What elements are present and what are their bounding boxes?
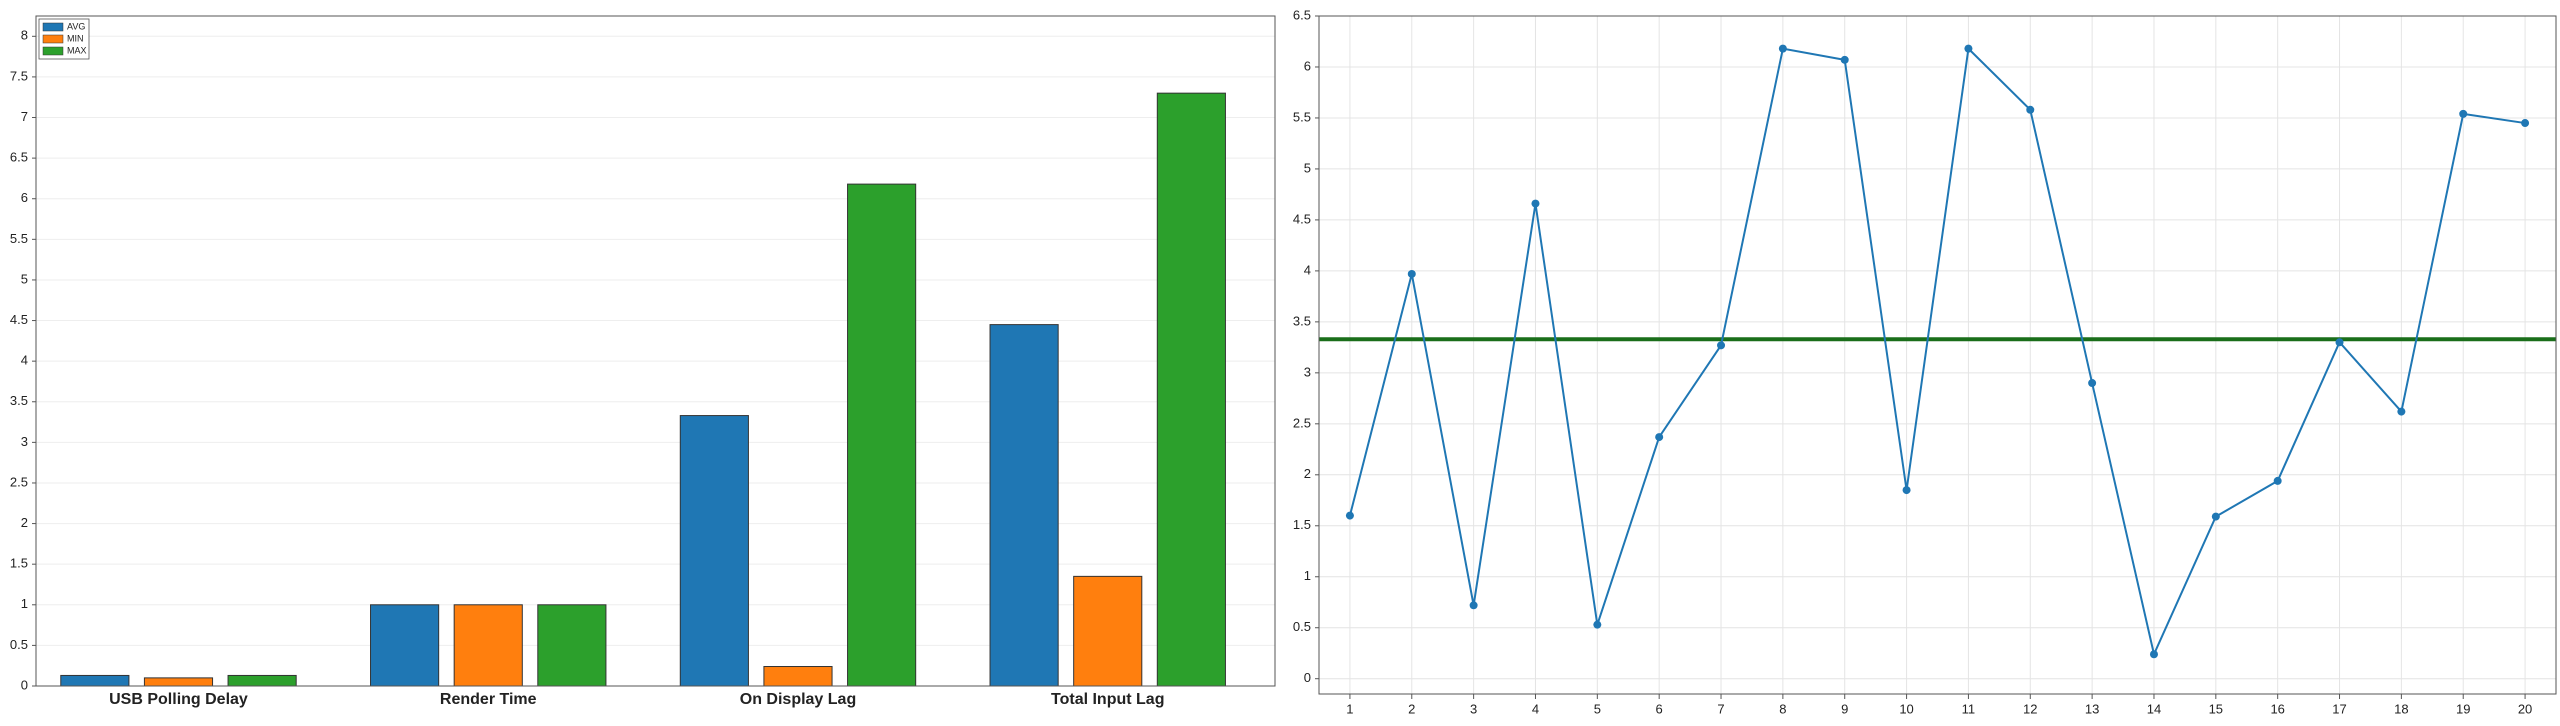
y-tick-label: 3.5 <box>10 393 28 408</box>
x-tick-label: Total Input Lag <box>1051 691 1164 708</box>
y-tick-label: 6.5 <box>10 150 28 165</box>
legend-swatch <box>42 34 64 44</box>
y-tick-label: 0.5 <box>1293 619 1311 634</box>
y-tick-label: 0.5 <box>10 637 28 652</box>
point <box>1840 55 1849 64</box>
y-tick-label: 8 <box>21 28 28 43</box>
y-tick-label: 5 <box>21 271 28 286</box>
point <box>1964 44 1973 53</box>
bar <box>1156 92 1226 687</box>
y-tick-label: 5.5 <box>1293 109 1311 124</box>
point <box>2521 119 2530 128</box>
point <box>2273 476 2282 485</box>
x-tick-label: 4 <box>1532 701 1539 716</box>
bar <box>60 674 130 687</box>
point <box>2026 105 2035 114</box>
y-tick-label: 5 <box>1304 160 1311 175</box>
point <box>1469 601 1478 610</box>
point <box>1593 620 1602 629</box>
y-tick-label: 4 <box>21 353 28 368</box>
x-tick-label: Render Time <box>440 691 537 708</box>
x-tick-label: 7 <box>1717 701 1724 716</box>
point <box>1531 199 1540 208</box>
x-tick-label: 18 <box>2394 701 2408 716</box>
legend-label: AVG <box>67 21 85 31</box>
x-tick-label: 10 <box>1899 701 1913 716</box>
y-tick-label: 1.5 <box>10 556 28 571</box>
point <box>1345 511 1354 520</box>
x-tick-label: 15 <box>2209 701 2223 716</box>
plot-frame <box>1318 15 2557 695</box>
x-tick-label: 17 <box>2332 701 2346 716</box>
bar <box>227 674 297 687</box>
point <box>2211 512 2220 521</box>
point <box>1407 269 1416 278</box>
point <box>2397 407 2406 416</box>
x-tick-label: 3 <box>1470 701 1477 716</box>
y-tick-label: 5.5 <box>10 231 28 246</box>
x-tick-label: 20 <box>2518 701 2532 716</box>
y-tick-label: 3 <box>21 434 28 449</box>
x-tick-label: 13 <box>2085 701 2099 716</box>
y-tick-label: 2.5 <box>10 474 28 489</box>
y-tick-label: 0 <box>21 677 28 692</box>
bar <box>989 324 1059 687</box>
x-tick-label: 11 <box>1962 701 1976 716</box>
y-tick-label: 6 <box>21 190 28 205</box>
point <box>1655 433 1664 442</box>
point <box>1778 44 1787 53</box>
bar <box>143 677 214 687</box>
y-tick-label: 2.5 <box>1293 415 1311 430</box>
bar <box>370 604 440 687</box>
point <box>1902 486 1911 495</box>
series-line <box>1348 46 2526 658</box>
legend-label: MAX <box>67 45 87 55</box>
y-tick-label: 1 <box>21 596 28 611</box>
x-tick-label: 8 <box>1779 701 1786 716</box>
y-tick-label: 6.5 <box>1293 7 1311 22</box>
point <box>2088 379 2097 388</box>
x-tick-label: 9 <box>1841 701 1848 716</box>
y-tick-label: 2 <box>1304 466 1311 481</box>
legend-label: MIN <box>67 33 84 43</box>
x-tick-label: 16 <box>2270 701 2284 716</box>
point <box>2459 109 2468 118</box>
y-tick-label: 3.5 <box>1293 313 1311 328</box>
bar <box>453 604 523 687</box>
legend-swatch <box>42 22 64 32</box>
y-tick-label: 4.5 <box>1293 211 1311 226</box>
y-tick-label: 2 <box>21 515 28 530</box>
y-tick-label: 7 <box>21 109 28 124</box>
x-tick-label: 5 <box>1594 701 1601 716</box>
x-tick-label: On Display Lag <box>740 691 856 708</box>
bar <box>537 604 607 687</box>
point <box>2335 338 2344 347</box>
bar <box>847 183 917 687</box>
plot-frame <box>35 15 1276 687</box>
legend-swatch <box>42 46 64 56</box>
y-tick-label: 1.5 <box>1293 517 1311 532</box>
bar <box>679 415 749 687</box>
y-tick-label: 1 <box>1304 568 1311 583</box>
y-tick-label: 4 <box>1304 262 1311 277</box>
x-tick-label: 6 <box>1656 701 1663 716</box>
x-tick-label: 2 <box>1408 701 1415 716</box>
point <box>2149 650 2158 659</box>
y-tick-label: 3 <box>1304 364 1311 379</box>
y-tick-label: 6 <box>1304 58 1311 73</box>
x-tick-label: 1 <box>1346 701 1353 716</box>
x-tick-label: USB Polling Delay <box>109 691 248 708</box>
bar <box>763 666 833 687</box>
point <box>1717 341 1726 350</box>
x-tick-label: 14 <box>2147 701 2161 716</box>
y-tick-label: 0 <box>1304 670 1311 685</box>
x-tick-label: 19 <box>2456 701 2470 716</box>
x-tick-label: 12 <box>2023 701 2037 716</box>
y-tick-label: 4.5 <box>10 312 28 327</box>
bar <box>1073 575 1143 687</box>
y-tick-label: 7.5 <box>10 68 28 83</box>
